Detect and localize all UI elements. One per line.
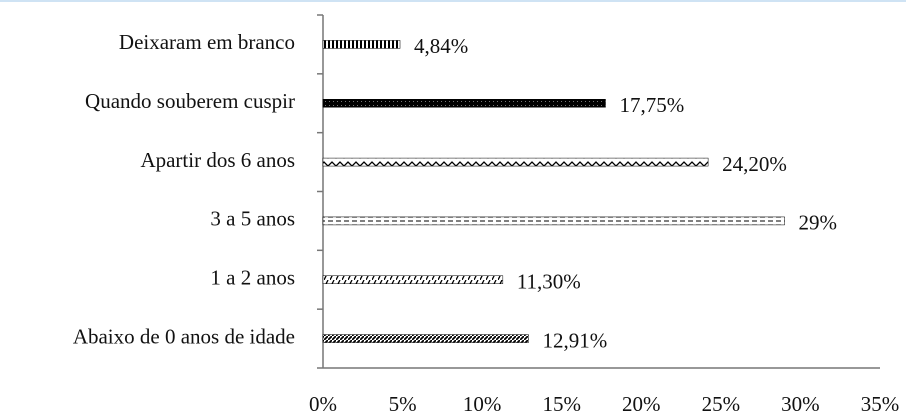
x-tick-label: 35% [861, 392, 900, 416]
bar [322, 99, 606, 108]
x-tick-label: 0% [309, 392, 337, 416]
value-label: 4,84% [414, 34, 468, 58]
y-tick-label: 1 a 2 anos [210, 266, 295, 290]
y-tick-label: 3 a 5 anos [210, 207, 295, 231]
x-tick-label: 5% [389, 392, 417, 416]
value-label: 29% [799, 211, 838, 235]
x-tick-label: 20% [622, 392, 661, 416]
value-label: 17,75% [619, 93, 684, 117]
x-tick-label: 25% [702, 392, 741, 416]
x-tick-label: 15% [542, 392, 581, 416]
y-tick-label: Abaixo de 0 anos de idade [73, 324, 295, 348]
y-tick-label: Apartir dos 6 anos [140, 148, 295, 172]
bar [322, 157, 709, 167]
bar [322, 275, 504, 284]
y-tick-label: Quando souberem cuspir [85, 89, 295, 113]
bar [322, 334, 529, 343]
x-tick-label: 10% [463, 392, 502, 416]
y-tick-label: Deixaram em branco [119, 30, 295, 54]
value-label: 12,91% [542, 328, 607, 352]
value-label: 11,30% [517, 270, 581, 294]
x-tick-label: 30% [781, 392, 820, 416]
value-label: 24,20% [722, 152, 787, 176]
bar [322, 216, 785, 226]
bar [322, 40, 401, 49]
